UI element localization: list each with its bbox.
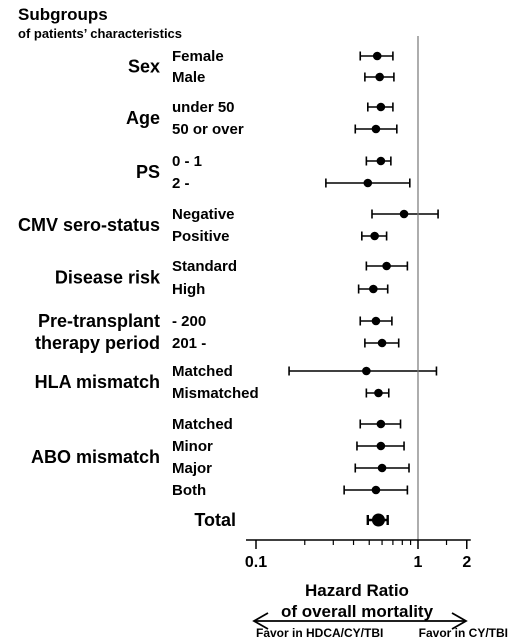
subgroup: Age under 50 50 or over [126,99,398,138]
hazard-ratio-point [371,513,385,527]
favor-right-label: Favor in CY/TBI [419,626,508,640]
hazard-ratio-point [377,463,387,473]
category-label: 50 or over [172,121,244,138]
hazard-ratio-point [371,316,381,326]
category-label: 2 - [172,175,190,192]
subgroup-label: Sex [128,57,160,77]
category-label: - 200 [172,313,206,330]
favor-right-arrowhead [451,612,468,630]
category-label: Mismatched [172,385,259,402]
hazard-ratio-point [376,156,386,166]
hazard-ratio-point [374,388,383,398]
category-label: Female [172,48,224,65]
x-tick-label: 1 [414,554,423,571]
category-label: Both [172,482,206,499]
subgroup: CMV sero-status Negative Positive [18,206,439,245]
hazard-ratio-point [376,441,386,451]
subgroup-label: CMV sero-status [18,215,160,235]
category-label: Matched [172,363,233,380]
subgroup: HLA mismatch Matched Mismatched [35,363,438,402]
category-label: High [172,281,205,298]
category-label: Minor [172,438,213,455]
category-label: Male [172,69,205,86]
x-axis-label-line1: Hazard Ratio [305,581,409,600]
category-label: Major [172,460,212,477]
subgroup: Disease risk Standard High [55,258,409,298]
subgroup: ABO mismatch Matched Minor Major Both [31,416,410,499]
hazard-ratio-point [375,72,384,82]
favor-left-label: Favor in HDCA/CY/TBI [256,626,383,640]
total-row: Total [194,510,389,530]
subgroup-label: ABO mismatch [31,447,160,467]
category-label: Negative [172,206,235,223]
hazard-ratio-point [376,102,386,112]
category-label: 0 - 1 [172,153,202,170]
category-label: under 50 [172,99,235,116]
hazard-ratio-point [377,338,387,348]
x-axis-label-line2: of overall mortality [281,602,434,621]
hazard-ratio-point [363,178,373,188]
hazard-ratio-point [371,485,381,495]
subgroup-label: Age [126,108,160,128]
hazard-ratio-point [369,284,378,294]
subgroup: PS 0 - 1 2 - [136,153,411,192]
x-tick-label: 2 [462,554,471,571]
x-tick-label: 0.1 [245,554,267,571]
favor-left-arrowhead [252,612,269,630]
subgroup-label: PS [136,162,160,182]
chart-subtitle: of patients’ characteristics [18,26,182,41]
hazard-ratio-point [382,261,391,271]
category-label: Positive [172,228,230,245]
category-label: Matched [172,416,233,433]
category-label: Standard [172,258,237,275]
category-label: 201 - [172,335,206,352]
subgroup-label: Pre-transplant [38,311,160,331]
subgroup-label: Disease risk [55,268,161,288]
subgroup-label: HLA mismatch [35,372,160,392]
subgroup: Sex Female Male [128,48,395,86]
total-label: Total [194,510,236,530]
hazard-ratio-point [372,51,382,61]
hazard-ratio-point [399,209,409,219]
chart-title: Subgroups [18,5,108,24]
hazard-ratio-point [362,366,371,376]
hazard-ratio-point [371,124,381,134]
subgroup-label: therapy period [35,333,160,353]
hazard-ratio-point [370,231,379,241]
hazard-ratio-point [376,419,386,429]
